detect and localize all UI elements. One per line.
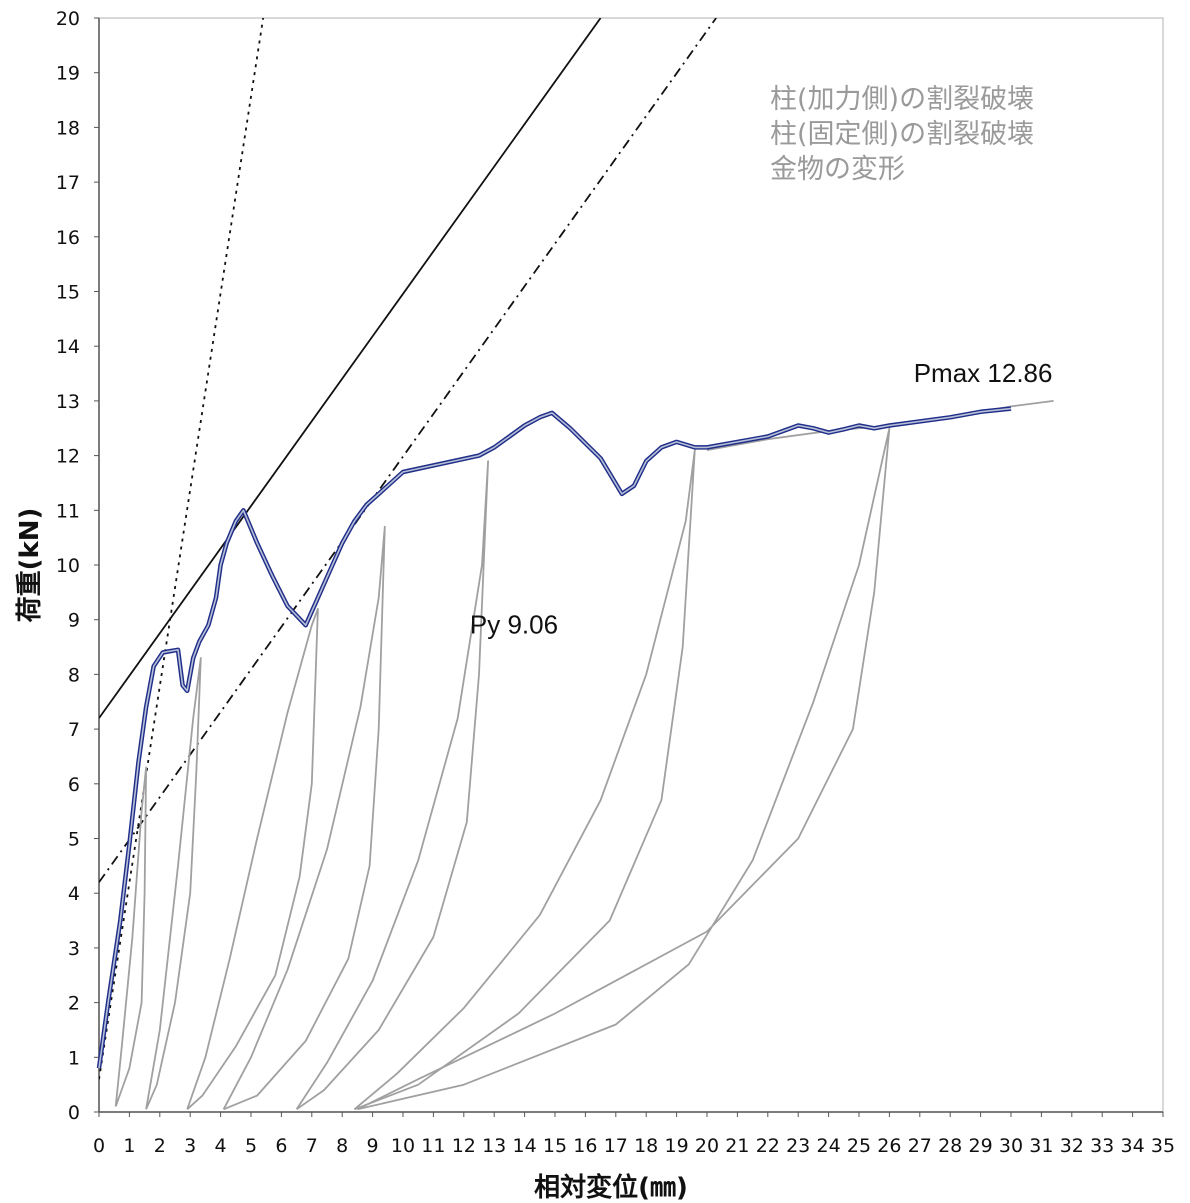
x-tick-label: 7 <box>306 1135 318 1157</box>
secant-line <box>99 18 717 883</box>
hysteresis-loop-line <box>114 766 148 1107</box>
x-tick-label: 15 <box>543 1135 567 1157</box>
initial-stiffness-line <box>99 18 265 1080</box>
x-tick-label: 33 <box>1090 1135 1114 1157</box>
legend-entry: 柱(固定側)の割裂破壊 <box>770 119 1034 150</box>
y-tick-label: 14 <box>56 336 80 358</box>
y-tick-label: 15 <box>56 282 80 304</box>
x-tick-label: 35 <box>1151 1135 1175 1157</box>
y-tick-label: 11 <box>56 500 80 522</box>
x-tick-label: 30 <box>999 1135 1023 1157</box>
x-tick-label: 6 <box>275 1135 287 1157</box>
y-tick-label: 1 <box>68 1047 80 1069</box>
y-tick-label: 4 <box>68 883 80 905</box>
y-tick-label: 16 <box>56 227 80 249</box>
y-tick-label: 12 <box>56 446 80 468</box>
x-tick-label: 10 <box>391 1135 415 1157</box>
y-tick-label: 0 <box>68 1102 80 1124</box>
hysteresis-loop-line <box>357 427 891 1111</box>
x-tick-label: 20 <box>695 1135 719 1157</box>
x-tick-label: 1 <box>123 1135 135 1157</box>
hysteresis-loop-line <box>295 460 490 1111</box>
y-tick-label: 5 <box>68 829 80 851</box>
legend-entry: 金物の変形 <box>770 154 905 185</box>
x-tick-label: 32 <box>1060 1135 1084 1157</box>
y-axis-title: 荷重(kN) <box>15 508 45 623</box>
x-tick-label: 2 <box>154 1135 166 1157</box>
x-tick-label: 23 <box>786 1135 810 1157</box>
y-tick-label: 8 <box>68 664 80 686</box>
x-tick-label: 8 <box>336 1135 348 1157</box>
y-tick-label: 6 <box>68 774 80 796</box>
x-tick-label: 11 <box>421 1135 445 1157</box>
x-tick-label: 9 <box>367 1135 379 1157</box>
y-tick-label: 13 <box>56 391 80 413</box>
envelope-curve-core <box>98 407 1012 1069</box>
x-tick-label: 4 <box>215 1135 227 1157</box>
x-tick-label: 12 <box>452 1135 476 1157</box>
tangent-line <box>99 18 602 719</box>
x-tick-label: 21 <box>725 1135 749 1157</box>
x-tick-label: 22 <box>756 1135 780 1157</box>
x-tick-label: 14 <box>513 1135 537 1157</box>
envelope-curve-outline <box>96 406 1012 1069</box>
x-tick-label: 34 <box>1121 1135 1145 1157</box>
x-tick-label: 13 <box>482 1135 506 1157</box>
x-tick-label: 28 <box>938 1135 962 1157</box>
x-tick-label: 16 <box>573 1135 597 1157</box>
y-tick-label: 17 <box>56 172 80 194</box>
x-tick-label: 24 <box>817 1135 841 1157</box>
y-tick-label: 3 <box>68 938 80 960</box>
x-tick-label: 25 <box>847 1135 871 1157</box>
x-tick-label: 0 <box>93 1135 105 1157</box>
x-tick-label: 3 <box>184 1135 196 1157</box>
py-annotation: Py 9.06 <box>470 609 558 639</box>
y-tick-label: 9 <box>68 610 80 632</box>
x-axis-title: 相対変位(㎜) <box>534 1172 688 1203</box>
hysteresis-loop-line <box>145 657 202 1110</box>
x-tick-label: 29 <box>969 1135 993 1157</box>
x-tick-label: 5 <box>245 1135 257 1157</box>
hysteresis-loop-line <box>186 607 319 1110</box>
y-tick-label: 10 <box>56 555 80 577</box>
y-tick-label: 20 <box>56 8 80 30</box>
x-tick-label: 26 <box>877 1135 901 1157</box>
y-tick-label: 19 <box>56 63 80 85</box>
plot-frame <box>98 17 1164 1113</box>
x-tick-label: 18 <box>634 1135 658 1157</box>
hysteresis-loop-line <box>353 449 696 1111</box>
x-tick-label: 17 <box>604 1135 628 1157</box>
y-tick-label: 18 <box>56 117 80 139</box>
hysteresis-loop-line <box>222 525 386 1111</box>
legend-entry: 柱(加力側)の割裂破壊 <box>770 84 1034 115</box>
y-tick-label: 2 <box>68 993 80 1015</box>
y-tick-label: 7 <box>68 719 80 741</box>
x-tick-label: 27 <box>908 1135 932 1157</box>
x-tick-label: 19 <box>665 1135 689 1157</box>
pmax-annotation: Pmax 12.86 <box>914 358 1053 388</box>
x-tick-label: 31 <box>1029 1135 1053 1157</box>
